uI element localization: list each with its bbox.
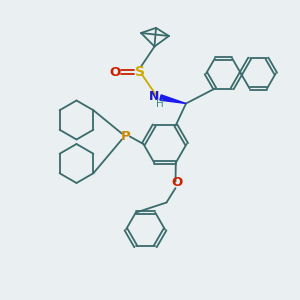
Text: O: O	[171, 176, 183, 190]
Text: N: N	[149, 90, 159, 104]
Text: H: H	[156, 99, 164, 109]
Text: O: O	[109, 65, 120, 79]
Text: P: P	[121, 130, 130, 143]
Text: S: S	[134, 65, 145, 79]
Polygon shape	[160, 95, 186, 103]
